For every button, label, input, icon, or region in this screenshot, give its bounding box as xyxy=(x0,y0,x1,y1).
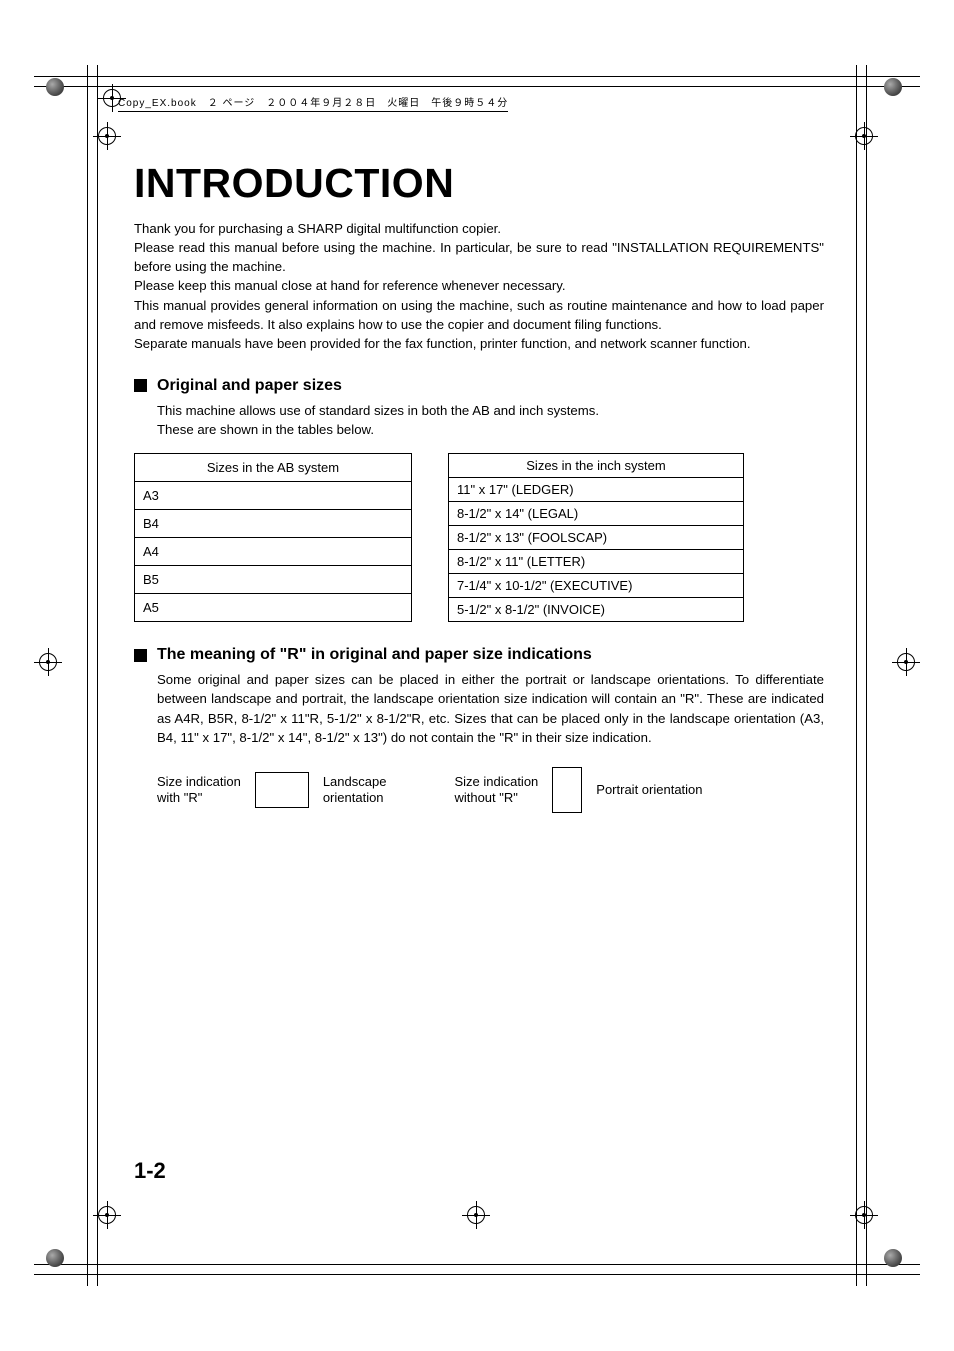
crop-line xyxy=(34,1264,920,1265)
table-row: 8-1/2" x 11" (LETTER) xyxy=(449,550,744,574)
registration-mark xyxy=(884,1249,908,1273)
intro-line: Thank you for purchasing a SHARP digital… xyxy=(134,219,824,238)
registration-cross xyxy=(95,124,119,148)
registration-mark xyxy=(884,78,908,102)
section-title: Original and paper sizes xyxy=(157,377,342,395)
table-row: 7-1/4" x 10-1/2" (EXECUTIVE) xyxy=(449,574,744,598)
crop-line xyxy=(34,1274,920,1275)
table-row: 8-1/2" x 14" (LEGAL) xyxy=(449,502,744,526)
orientation-diagram: Size indication with "R" Landscape orien… xyxy=(157,767,824,813)
label-size-without-r: Size indication without "R" xyxy=(454,774,538,805)
table-header: Sizes in the inch system xyxy=(449,454,744,478)
label-size-with-r: Size indication with "R" xyxy=(157,774,241,805)
table-row: A5 xyxy=(135,594,412,622)
table-row: B5 xyxy=(135,566,412,594)
table-row: A4 xyxy=(135,538,412,566)
registration-cross xyxy=(36,650,60,674)
page-title: INTRODUCTION xyxy=(134,160,824,207)
intro-line: This manual provides general information… xyxy=(134,296,824,334)
section-text: This machine allows use of standard size… xyxy=(157,401,824,420)
table-row: 11" x 17" (LEDGER) xyxy=(449,478,744,502)
section-original-paper-sizes: Original and paper sizes This machine al… xyxy=(134,377,824,622)
section-title: The meaning of "R" in original and paper… xyxy=(157,646,592,664)
crop-line xyxy=(34,76,920,77)
table-row: 5-1/2" x 8-1/2" (INVOICE) xyxy=(449,598,744,622)
ab-sizes-table: Sizes in the AB system A3 B4 A4 B5 A5 xyxy=(134,453,412,622)
section-meaning-of-r: The meaning of "R" in original and paper… xyxy=(134,646,824,813)
bullet-square-icon xyxy=(134,379,147,392)
bullet-square-icon xyxy=(134,649,147,662)
registration-cross xyxy=(852,124,876,148)
page-number: 1-2 xyxy=(134,1158,166,1184)
table-header: Sizes in the AB system xyxy=(135,454,412,482)
registration-cross xyxy=(894,650,918,674)
inch-sizes-table: Sizes in the inch system 11" x 17" (LEDG… xyxy=(448,453,744,622)
crop-line xyxy=(856,65,857,1286)
crop-line xyxy=(866,65,867,1286)
intro-paragraphs: Thank you for purchasing a SHARP digital… xyxy=(134,219,824,353)
section-text: These are shown in the tables below. xyxy=(157,420,824,439)
registration-cross xyxy=(464,1203,488,1227)
table-row: A3 xyxy=(135,482,412,510)
intro-line: Please keep this manual close at hand fo… xyxy=(134,276,824,295)
label-landscape: Landscape orientation xyxy=(323,774,387,805)
registration-mark xyxy=(46,78,70,102)
intro-line: Please read this manual before using the… xyxy=(134,238,824,276)
intro-line: Separate manuals have been provided for … xyxy=(134,334,824,353)
crop-line xyxy=(34,86,920,87)
label-portrait: Portrait orientation xyxy=(596,782,702,798)
page-content: INTRODUCTION Thank you for purchasing a … xyxy=(134,160,824,813)
landscape-rect-icon xyxy=(255,772,309,808)
registration-mark xyxy=(46,1249,70,1273)
table-row: B4 xyxy=(135,510,412,538)
crop-line xyxy=(87,65,88,1286)
source-file-header: Copy_EX.book ２ ページ ２００４年９月２８日 火曜日 午後９時５４… xyxy=(118,94,508,112)
table-row: 8-1/2" x 13" (FOOLSCAP) xyxy=(449,526,744,550)
crop-line xyxy=(97,65,98,1286)
portrait-rect-icon xyxy=(552,767,582,813)
registration-cross xyxy=(95,1203,119,1227)
section-text: Some original and paper sizes can be pla… xyxy=(157,670,824,747)
registration-cross xyxy=(852,1203,876,1227)
